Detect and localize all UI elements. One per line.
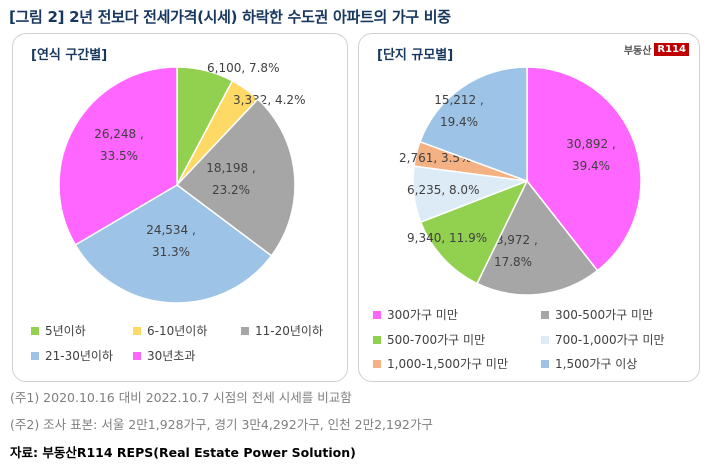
- legend-item-2: 500-700가구 미만: [373, 331, 485, 348]
- brand-logo: 부동산 R114: [624, 42, 689, 57]
- data-label-0: 30,892 , 39.4%: [566, 137, 616, 173]
- figure-title: [그림 2] 2년 전보다 전세가격(시세) 하락한 수도권 아파트의 가구 비…: [9, 8, 451, 26]
- legend-item-4: 1,000-1,500가구 미만: [373, 355, 508, 372]
- legend-swatch: [31, 351, 39, 360]
- legend-swatch: [133, 326, 141, 335]
- logo-badge: R114: [654, 43, 689, 56]
- legend-swatch: [31, 326, 39, 335]
- pie-slice-0: [526, 66, 642, 272]
- data-label-3: 24,534 , 31.3%: [146, 223, 196, 259]
- legend-label: 300가구 미만: [387, 308, 458, 322]
- legend-label: 21-30년이하: [45, 349, 113, 363]
- panel-size-chart: [단지 규모별] 부동산 R114 30,892 , 39.4% 13,972 ,1…: [358, 33, 700, 382]
- legend-label: 11-20년이하: [255, 324, 323, 338]
- legend-item-0: 5년이하: [31, 322, 86, 339]
- data-label-0: 6,100, 7.8%: [207, 61, 279, 75]
- footnote-2: (주2) 조사 표본: 서울 2만1,928가구, 경기 3만4,292가구, …: [10, 417, 433, 432]
- legend-swatch: [373, 359, 381, 368]
- legend-age: 5년이하 6-10년이하 11-20년이하 21-30년이하 30년초과: [13, 34, 349, 383]
- legend-label: 30년초과: [147, 349, 196, 363]
- data-label-4: 26,248 , 33.5%: [94, 127, 144, 163]
- pie-chart-size: 30,892 , 39.4%13,972 , 17.8%9,340, 11.9%6,…: [399, 66, 642, 296]
- data-label-2: 9,340, 11.9%: [407, 231, 487, 245]
- legend-swatch: [541, 335, 549, 344]
- legend-item-4: 30년초과: [133, 347, 195, 364]
- pie-slice-1: [476, 179, 599, 296]
- legend-swatch: [541, 359, 549, 368]
- logo-text: 부동산: [623, 46, 652, 57]
- legend-item-3: 21-30년이하: [31, 347, 113, 364]
- panel-age-chart: [연식 구간별] 6,100, 7.8% 3,332, 4.2% 18,198 ,2…: [12, 33, 348, 382]
- pie-slice-2: [419, 179, 529, 285]
- source-line: 자료: 부동산R114 REPS(Real Estate Power Solut…: [10, 445, 356, 460]
- legend-label: 5년이하: [45, 324, 86, 338]
- legend-swatch: [373, 335, 381, 344]
- data-label-2: 18,198 , 23.2%: [206, 161, 256, 197]
- legend-size: 300가구 미만 300-500가구 미만 500-700가구 미만 700-1,00…: [359, 34, 701, 383]
- pie-slice-3: [74, 184, 273, 304]
- legend-label: 6-10년이하: [147, 324, 208, 338]
- legend-item-0: 300가구 미만: [373, 306, 458, 323]
- legend-item-1: 300-500가구 미만: [541, 306, 653, 323]
- legend-swatch: [541, 310, 549, 319]
- footnote-1: (주1) 2020.10.16 대비 2022.10.7 시점의 전세 시세를 …: [10, 390, 352, 405]
- pie-chart-age: 6,100, 7.8% 3,332, 4.2% 18,198 , 23.2% 24,53…: [58, 61, 305, 304]
- data-label-1: 3,332, 4.2%: [233, 93, 305, 107]
- legend-label: 500-700가구 미만: [387, 333, 486, 347]
- legend-label: 1,500가구 이상: [555, 357, 638, 371]
- chart-title-age: [연식 구간별]: [31, 48, 108, 63]
- legend-item-5: 1,500가구 이상: [541, 355, 637, 372]
- chart-title-size: [단지 규모별]: [377, 48, 454, 63]
- legend-item-2: 11-20년이하: [241, 322, 323, 339]
- legend-label: 700-1,000가구 미만: [555, 333, 665, 347]
- pie-slice-4: [58, 66, 178, 246]
- pie-slice-5: [419, 66, 528, 183]
- legend-swatch: [133, 351, 141, 360]
- legend-label: 1,000-1,500가구 미만: [387, 357, 509, 371]
- legend-swatch: [373, 310, 381, 319]
- data-label-5: 15,212 , 19.4%: [434, 93, 484, 129]
- legend-item-1: 6-10년이하: [133, 322, 207, 339]
- legend-swatch: [241, 326, 249, 335]
- legend-label: 300-500가구 미만: [555, 308, 654, 322]
- data-label-3: 6,235, 8.0%: [407, 183, 479, 197]
- pie-slice-2: [175, 98, 296, 257]
- legend-item-3: 700-1,000가구 미만: [541, 331, 665, 348]
